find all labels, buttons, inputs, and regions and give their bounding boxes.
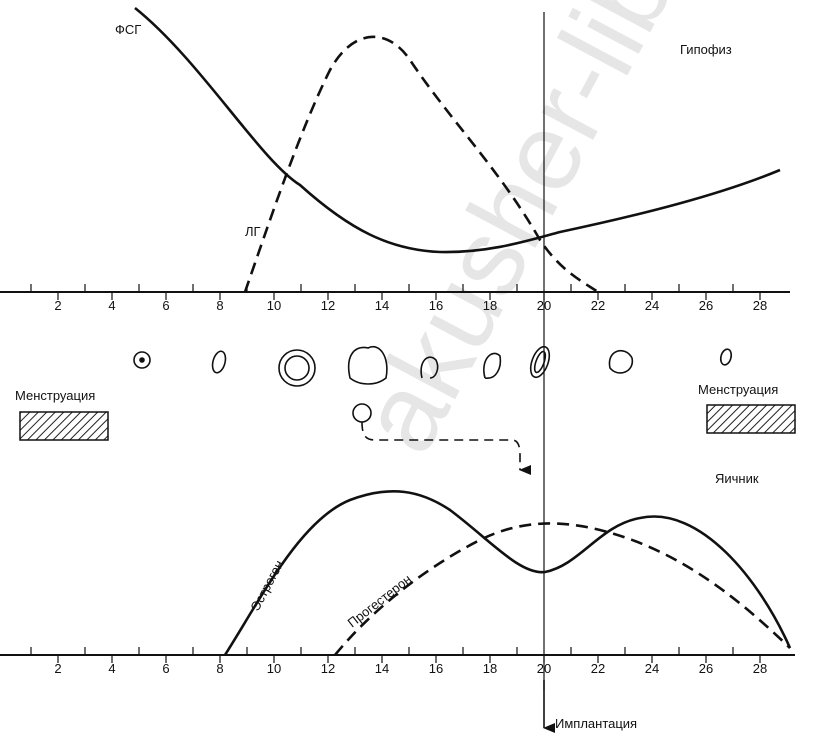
tick-label: 24 [645, 661, 659, 676]
tick-label: 18 [483, 298, 497, 313]
tick-label: 10 [267, 298, 281, 313]
tick-label: 20 [537, 661, 551, 676]
tick-label: 14 [375, 298, 389, 313]
tick-label: 6 [162, 661, 169, 676]
tick-label: 2 [54, 661, 61, 676]
tick-label: 14 [375, 661, 389, 676]
menstruation-left-label: Менструация [15, 388, 95, 403]
menstruation-right-label: Менструация [698, 382, 778, 397]
tick-label: 16 [429, 661, 443, 676]
lh-label: ЛГ [245, 224, 261, 239]
progesterone-label: Прогестерон [345, 571, 415, 630]
tick-label: 8 [216, 298, 223, 313]
menstruation-left [20, 412, 108, 440]
tick-label: 12 [321, 298, 335, 313]
tick-label: 26 [699, 298, 713, 313]
tick-label: 10 [267, 661, 281, 676]
tick-label: 24 [645, 298, 659, 313]
pituitary-label: Гипофиз [680, 42, 732, 57]
watermark: akusher-lib [336, 0, 697, 471]
menstruation-right [707, 405, 795, 433]
tick-label: 28 [753, 661, 767, 676]
tick-label: 26 [699, 661, 713, 676]
tick-label: 22 [591, 661, 605, 676]
tick-label: 18 [483, 661, 497, 676]
implantation-label: Имплантация [555, 716, 637, 731]
tick-label: 22 [591, 298, 605, 313]
diagram: akusher-lib ФСГ ЛГ Гипофиз Менструация М… [0, 0, 813, 742]
estrogen-curve [225, 491, 790, 655]
fsh-label: ФСГ [115, 22, 141, 37]
tick-label: 2 [54, 298, 61, 313]
tick-label: 20 [537, 298, 551, 313]
tick-label: 8 [216, 661, 223, 676]
tick-label: 6 [162, 298, 169, 313]
tick-label: 16 [429, 298, 443, 313]
tick-label: 4 [108, 298, 115, 313]
tick-label: 12 [321, 661, 335, 676]
estrogen-label: Эстроген [247, 558, 286, 614]
tick-label: 28 [753, 298, 767, 313]
ovary-label: Яичник [715, 471, 759, 486]
tick-label: 4 [108, 661, 115, 676]
